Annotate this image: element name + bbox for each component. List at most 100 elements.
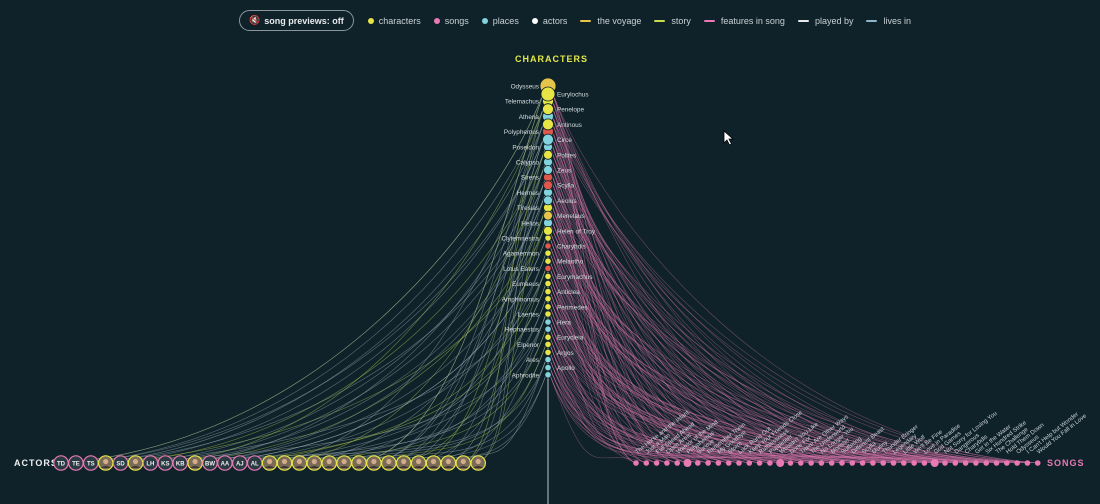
actor-node[interactable] [380,455,397,471]
actor-node[interactable]: KB [172,455,188,471]
character-node-clytemnestra[interactable] [544,234,552,242]
actor-node[interactable] [455,455,472,471]
song-node[interactable] [715,460,722,466]
character-node-eumaeus[interactable] [544,279,552,288]
song-node[interactable] [921,460,928,466]
actor-node[interactable] [395,455,412,471]
song-node[interactable] [1034,460,1041,466]
song-node[interactable] [756,460,763,466]
song-node[interactable] [776,459,785,467]
song-node[interactable] [1024,460,1031,466]
song-node[interactable] [828,460,835,466]
song-node[interactable] [705,460,711,466]
song-node[interactable] [695,460,701,466]
actor-node[interactable] [306,455,323,471]
legend-item-story[interactable]: story [654,16,691,26]
song-node[interactable] [839,460,845,466]
song-node[interactable] [653,460,660,466]
song-node[interactable] [808,460,814,466]
song-node[interactable] [952,460,959,466]
actor-node[interactable] [321,455,337,471]
character-node-agamemnon[interactable] [544,249,552,257]
song-node[interactable] [643,460,650,466]
actor-node[interactable] [366,455,382,471]
song-node[interactable] [818,460,825,466]
song-node[interactable] [870,460,876,466]
song-node[interactable] [664,460,670,466]
actor-node[interactable]: AA [217,455,233,471]
song-node[interactable] [1014,460,1020,466]
character-node-charybdis[interactable] [544,242,552,250]
actor-node[interactable]: LH [142,455,159,471]
character-node-penelope[interactable] [542,103,554,116]
actor-node[interactable] [336,455,352,471]
actor-node[interactable]: SD [112,455,129,471]
song-node[interactable] [962,460,969,466]
character-node-hera[interactable] [544,318,552,326]
actor-node[interactable]: BW [202,455,218,471]
song-node[interactable] [993,460,1000,466]
song-node[interactable] [746,460,753,466]
actor-node[interactable]: TS [83,455,99,471]
character-node-polites[interactable] [543,149,553,160]
legend-item-characters[interactable]: characters [367,16,421,26]
actor-node[interactable]: KS [157,455,174,471]
character-node-hephaestus[interactable] [544,325,552,333]
legend-item-features-in-song[interactable]: features in song [703,16,785,26]
character-node-perimedes[interactable] [544,303,552,311]
character-node-apollo[interactable] [544,363,552,372]
song-node[interactable] [674,460,680,466]
character-node-antinous[interactable] [542,118,554,131]
actor-node[interactable] [97,455,114,471]
song-node[interactable] [736,460,742,466]
character-node-menelaus[interactable] [543,210,553,221]
character-node-ares[interactable] [544,355,552,364]
song-node[interactable] [901,460,907,466]
legend-item-played-by[interactable]: played by [797,16,853,26]
character-node-zeus[interactable] [543,165,553,175]
character-node-melantho[interactable] [544,257,552,265]
song-node[interactable] [942,460,948,466]
character-node-aphrodite[interactable] [544,371,552,379]
actor-node[interactable]: AL [246,455,263,471]
actor-node[interactable] [351,455,367,471]
character-node-anticlea[interactable] [544,287,552,296]
character-node-amphinomus[interactable] [544,295,552,303]
actor-node[interactable]: TE [68,455,84,471]
character-node-eurylochus[interactable] [540,86,556,102]
character-node-aeolus[interactable] [543,195,553,206]
actor-node[interactable] [276,455,293,471]
song-node[interactable] [787,460,794,466]
actor-node[interactable] [410,455,427,471]
character-node-argos[interactable] [544,348,552,356]
legend-item-actors[interactable]: actors [531,16,567,26]
character-node-circe[interactable] [542,133,554,146]
character-node-helen-of-troy[interactable] [543,225,553,236]
actor-node[interactable] [425,455,442,471]
song-node[interactable] [798,460,804,466]
song-node[interactable] [890,460,897,466]
legend-item-places[interactable]: places [481,16,519,26]
song-node[interactable] [1004,460,1010,466]
legend-item-songs[interactable]: songs [433,16,469,26]
actor-node[interactable] [440,455,457,471]
character-node-elpenor[interactable] [544,340,552,348]
song-node[interactable] [633,460,639,466]
legend-item-the-voyage[interactable]: the voyage [580,16,641,26]
actor-node[interactable] [470,455,486,471]
actor-node[interactable]: TD [53,455,69,471]
actor-node[interactable] [127,455,144,471]
song-previews-toggle[interactable]: 🔇 song previews: off [239,10,354,31]
song-node[interactable] [849,460,856,466]
song-node[interactable] [725,460,732,466]
song-node[interactable] [973,460,979,466]
song-node[interactable] [911,460,917,466]
character-node-eurycleia[interactable] [544,333,552,341]
legend-item-lives-in[interactable]: lives in [866,16,911,26]
character-node-eurymachus[interactable] [544,272,552,280]
actor-node[interactable] [261,455,278,471]
song-node[interactable] [930,459,939,467]
actor-node[interactable] [187,455,203,471]
actor-node[interactable]: AJ [232,455,248,471]
character-node-scylla[interactable] [543,180,553,191]
